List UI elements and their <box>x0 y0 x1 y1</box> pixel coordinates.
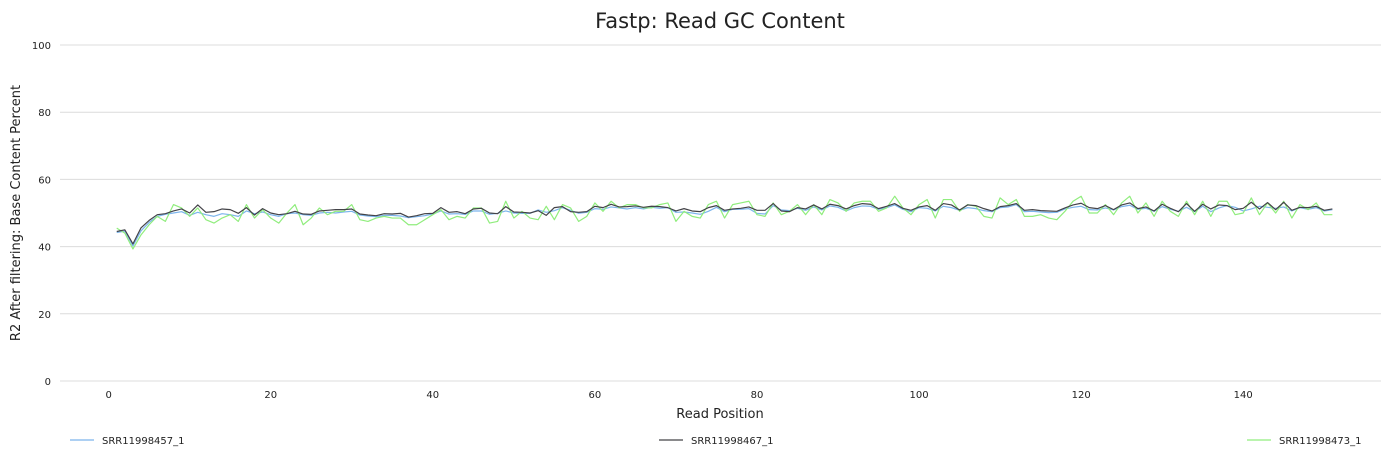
y-tick-label: 20 <box>38 310 51 321</box>
x-tick-label: 100 <box>910 390 929 401</box>
x-tick-label: 120 <box>1072 390 1091 401</box>
chart-title: Fastp: Read GC Content <box>595 9 845 33</box>
y-tick-label: 0 <box>45 377 51 388</box>
series-line-SRR11998467_1 <box>116 201 1333 245</box>
legend-item-SRR11998473_1[interactable]: SRR11998473_1 <box>1247 436 1362 447</box>
x-tick-label: 140 <box>1234 390 1253 401</box>
legend-label: SRR11998467_1 <box>691 436 774 447</box>
x-tick-label: 80 <box>751 390 764 401</box>
y-axis-title: R2 After filtering: Base Content Percent <box>9 85 24 341</box>
legend-label: SRR11998457_1 <box>102 436 185 447</box>
x-tick-label: 40 <box>426 390 439 401</box>
series-line-SRR11998457_1 <box>116 204 1333 247</box>
legend-item-SRR11998457_1[interactable]: SRR11998457_1 <box>70 436 185 447</box>
y-tick-label: 60 <box>38 175 51 186</box>
legend-label: SRR11998473_1 <box>1279 436 1362 447</box>
series-lines <box>116 195 1333 250</box>
y-tick-label: 40 <box>38 243 51 254</box>
legend-item-SRR11998467_1[interactable]: SRR11998467_1 <box>659 436 774 447</box>
grid-lines <box>60 44 1381 382</box>
x-axis-title: Read Position <box>676 407 763 422</box>
x-tick-label: 20 <box>264 390 277 401</box>
y-tick-label: 80 <box>38 108 51 119</box>
x-tick-label: 60 <box>589 390 602 401</box>
legend: SRR11998457_1 SRR11998467_1 SRR11998473_1 <box>70 436 1362 447</box>
x-tick-label: 0 <box>105 390 111 401</box>
series-line-SRR11998473_1 <box>116 195 1333 250</box>
y-tick-label: 100 <box>32 41 51 52</box>
y-tick-labels: 0 20 40 60 80 100 <box>32 41 51 388</box>
x-tick-labels: 0 20 40 60 80 100 120 140 <box>105 390 1252 401</box>
